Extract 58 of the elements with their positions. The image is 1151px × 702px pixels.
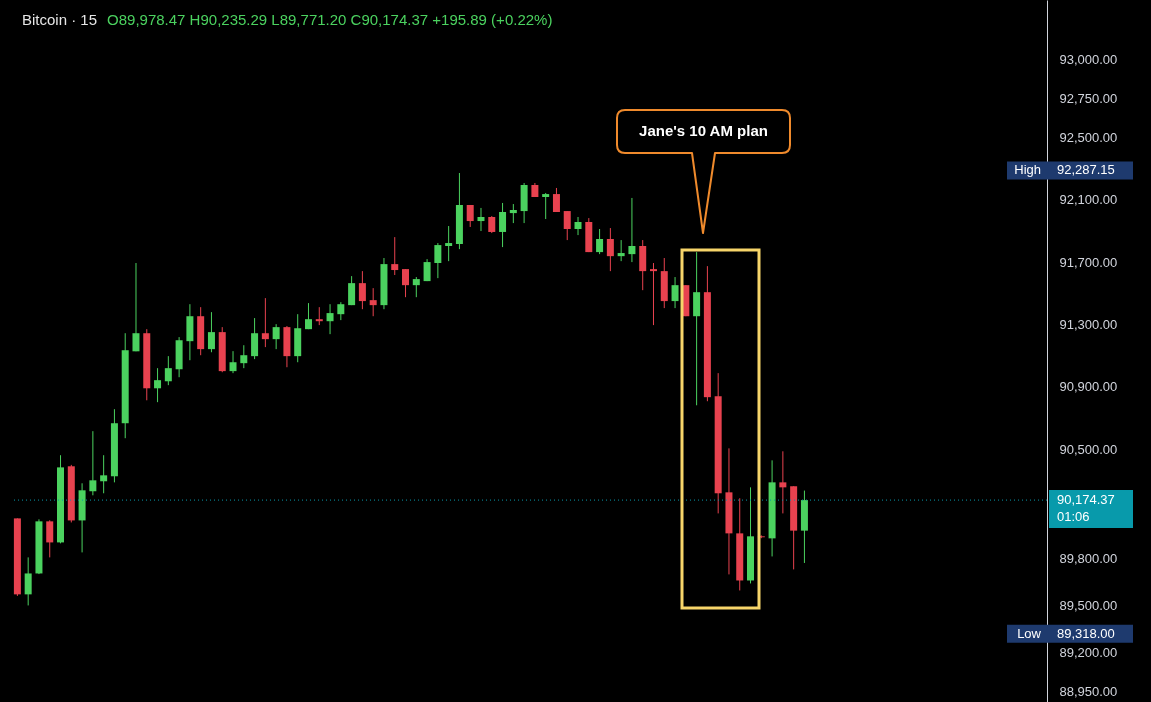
candlestick [369, 287, 377, 317]
candlestick [46, 519, 54, 558]
candlestick [251, 317, 259, 360]
candlestick [552, 187, 560, 213]
y-tick-label: 88,950.00 [1059, 683, 1118, 699]
candlestick [402, 268, 410, 298]
candlestick [445, 225, 453, 262]
candlestick [272, 323, 280, 350]
y-tick-label: 92,500.00 [1059, 129, 1118, 145]
text: Bitcoin · 15 [22, 11, 98, 28]
y-tick-label: 90,500.00 [1059, 441, 1118, 457]
candlestick [100, 454, 108, 494]
candlestick [132, 262, 140, 352]
candlestick [89, 430, 97, 496]
y-tick-label: 93,000.00 [1059, 51, 1118, 67]
text: 01:06 [1057, 509, 1090, 525]
candlestick [154, 367, 162, 403]
candlestick [606, 227, 614, 272]
y-tick-label: 89,500.00 [1059, 597, 1118, 613]
text: 89,318.00 [1057, 625, 1115, 641]
candlestick [326, 303, 334, 335]
y-tick-label: 91,300.00 [1059, 316, 1118, 332]
candlestick [628, 197, 636, 263]
candlestick [596, 228, 604, 255]
candlestick [240, 344, 248, 369]
candlestick [24, 556, 32, 606]
annotation: Jane's 10 AM plan [638, 122, 769, 139]
candlestick [617, 239, 625, 262]
candlestick [412, 276, 420, 298]
y-tick-label: 90,900.00 [1059, 379, 1118, 395]
candlestick [779, 450, 787, 514]
candlestick [391, 236, 399, 276]
candlestick [358, 270, 366, 310]
candlestick [563, 210, 571, 241]
candlestick [542, 192, 550, 220]
y-tick-label: 89,200.00 [1059, 644, 1118, 660]
text: 92,287.15 [1057, 162, 1115, 178]
y-tick-label: 89,800.00 [1059, 550, 1118, 566]
candlestick [207, 311, 215, 353]
candlestick [509, 203, 517, 224]
y-tick-label: 92,750.00 [1059, 90, 1118, 106]
candlestick [649, 262, 657, 326]
candlestick [499, 202, 507, 248]
y-tick-label: 92,100.00 [1059, 192, 1118, 208]
candlestick [671, 276, 679, 309]
candlestick [574, 216, 582, 236]
candlestick [261, 297, 269, 348]
annotation: High [1014, 162, 1041, 178]
candlestick [348, 275, 356, 306]
text: 90,174.37 [1057, 492, 1115, 508]
candlestick [434, 242, 442, 279]
candlestick [164, 355, 172, 386]
candlestick [304, 302, 312, 330]
text: O89,978.47 H90,235.29 L89,771.20 C90,174.37 +195.89 (+0.22%) [107, 11, 553, 28]
candlestick [477, 207, 485, 232]
candlestick [229, 350, 237, 374]
annotation: Low [1017, 625, 1042, 641]
y-tick-label: 91,700.00 [1059, 254, 1118, 270]
